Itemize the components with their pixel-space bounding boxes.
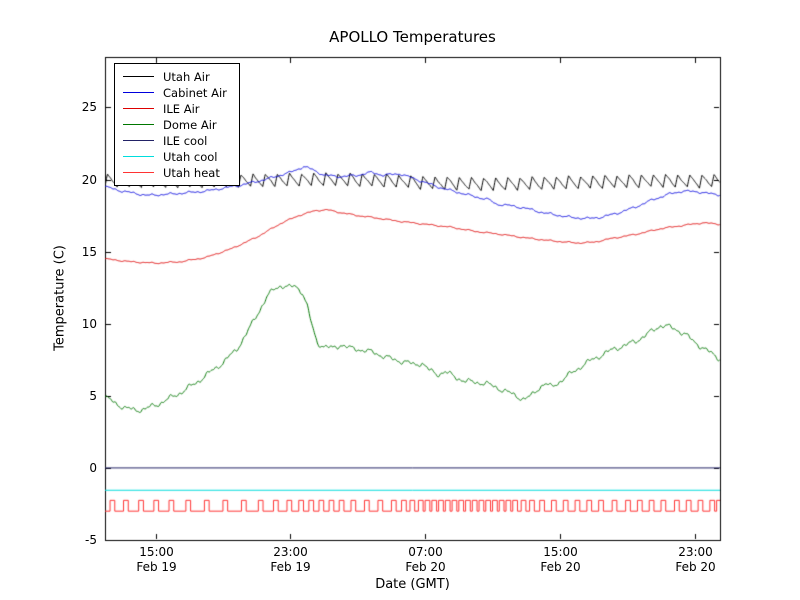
x-tick-label: 23:00 Feb 20 [675,545,716,574]
legend-label: Cabinet Air [163,85,227,100]
legend-item: Utah Air [123,69,227,84]
y-tick-label: -5 [85,532,97,547]
legend-item: ILE cool [123,133,227,148]
legend-item: ILE Air [123,101,227,116]
legend-label: Utah heat [163,165,220,180]
legend-line-sample [123,124,154,125]
x-tick-label: 07:00 Feb 20 [405,545,446,574]
legend-item: Utah heat [123,165,227,180]
legend-item: Cabinet Air [123,85,227,100]
legend-label: Utah Air [163,69,210,84]
legend-item: Dome Air [123,117,227,132]
legend-label: ILE cool [163,133,208,148]
y-tick-label: 10 [81,316,97,331]
legend-line-sample [123,140,154,141]
x-tick-label: 23:00 Feb 19 [270,545,311,574]
legend-line-sample [123,76,154,77]
y-tick-label: 5 [89,388,97,403]
y-tick-label: 15 [81,244,97,259]
legend-item: Utah cool [123,149,227,164]
y-tick-label: 20 [81,172,97,187]
x-tick-label: 15:00 Feb 20 [540,545,581,574]
legend-line-sample [123,108,154,109]
y-tick-label: 25 [81,99,97,114]
legend-line-sample [123,92,154,93]
x-axis-label: Date (GMT) [375,577,450,592]
legend-label: Dome Air [163,117,217,132]
y-tick-label: 0 [89,460,97,475]
legend-label: ILE Air [163,101,200,116]
legend-label: Utah cool [163,149,218,164]
legend-line-sample [123,172,154,173]
legend-line-sample [123,156,154,157]
x-tick-label: 15:00 Feb 19 [136,545,177,574]
legend: Utah Air Cabinet Air ILE Air Dome Air ILE co… [114,63,240,186]
